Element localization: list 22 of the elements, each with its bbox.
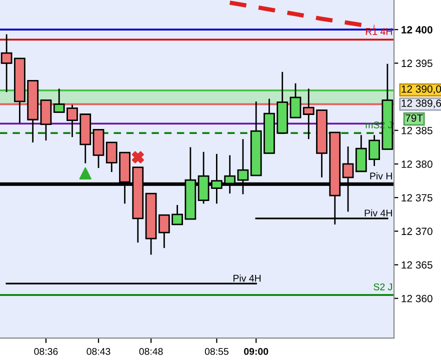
candlestick: [290, 82, 302, 118]
ref-line-label: S2 J: [374, 283, 392, 290]
x-tick-label: 08:43: [86, 348, 110, 355]
series-label: Piv 4H: [234, 274, 261, 282]
x-tick-label: 08:48: [139, 348, 163, 355]
y-tick-label: 12 370: [402, 228, 432, 236]
text: 12 390,0: [402, 85, 441, 94]
y-tick-label: 12 365: [402, 261, 432, 269]
y-tick-label: 12 395: [402, 60, 432, 68]
y-tick-label: 12 360: [402, 294, 432, 302]
x-tick-label: 08:36: [34, 348, 58, 355]
x-tick-label: 08:55: [204, 348, 228, 355]
series-label: Piv 4H: [364, 209, 392, 216]
x-tick-label: 09:00: [244, 348, 268, 355]
text: 79T: [406, 114, 423, 122]
y-tick-label: 12 400: [402, 26, 432, 34]
line-series: [228, 0, 376, 29]
y-tick-label: 12 385: [402, 126, 432, 134]
y-tick-label: 12 375: [402, 194, 432, 202]
y-tick-label: 12 380: [402, 160, 432, 168]
ref-line-label: Piv H: [370, 172, 392, 180]
text: 12 389,6: [402, 100, 441, 108]
